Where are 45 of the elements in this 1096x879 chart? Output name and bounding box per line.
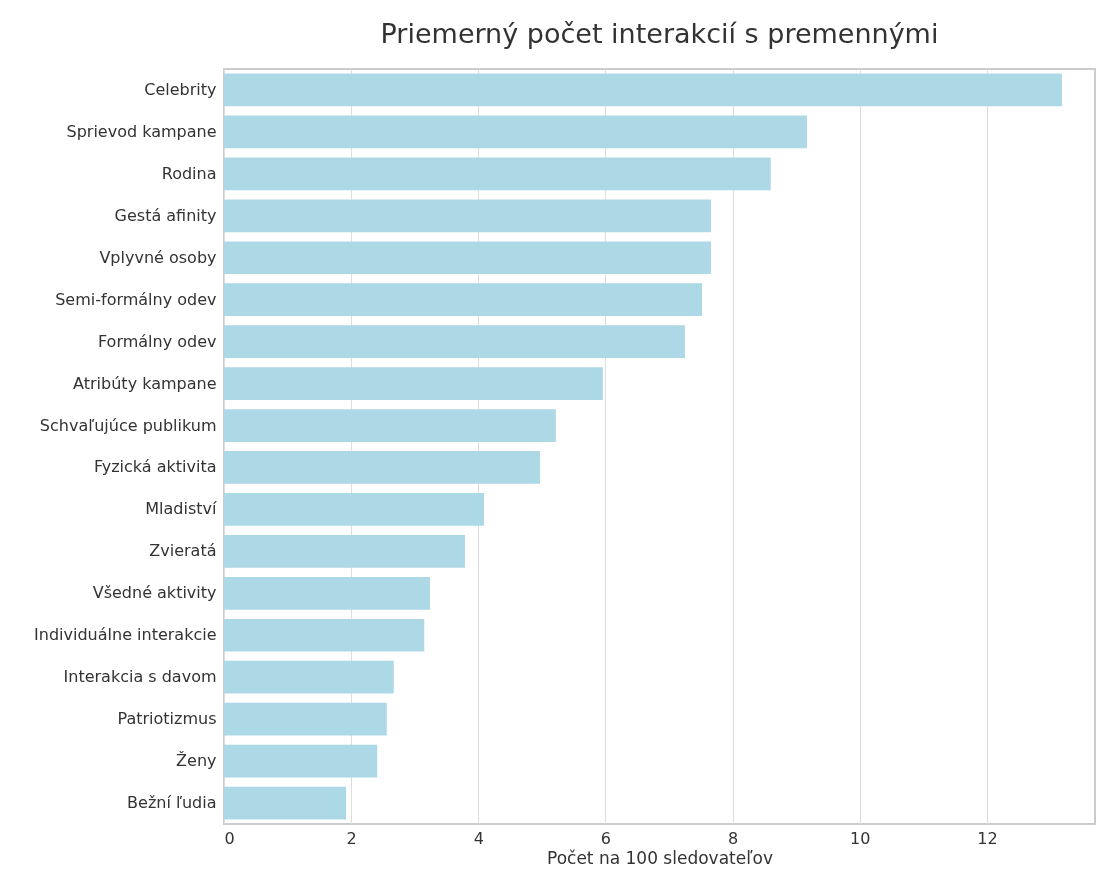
- y-tick-label: Atribúty kampane: [73, 373, 217, 393]
- y-tick-label: Ženy: [176, 751, 217, 771]
- y-tick-label: Patriotizmus: [117, 709, 217, 729]
- bar: [224, 702, 387, 736]
- bar: [224, 493, 485, 526]
- bar: [224, 241, 711, 275]
- bar: [224, 786, 347, 820]
- y-tick-label: Formálny odev: [97, 331, 217, 351]
- y-tick-label: Zvieratá: [149, 541, 217, 561]
- y-tick-label: Semi-formálny odev: [55, 289, 217, 309]
- x-tick-label: 2: [346, 828, 357, 848]
- x-tick-label: 0: [224, 828, 235, 848]
- y-tick-label: Schvaľujúce publikum: [39, 415, 217, 435]
- bar: [224, 660, 394, 694]
- bar: [224, 618, 425, 652]
- bar: [224, 451, 540, 484]
- x-tick-label: 4: [473, 828, 484, 848]
- bar: [224, 157, 771, 191]
- bar: [224, 73, 1062, 107]
- y-tick-label: Gestá afinity: [114, 205, 217, 225]
- bar: [224, 199, 711, 233]
- y-tick-label: Celebrity: [144, 79, 217, 99]
- y-tick-label: Vplyvné osoby: [99, 247, 217, 267]
- bar: [224, 576, 430, 610]
- y-tick-label: Mladiství: [145, 499, 218, 519]
- y-tick-label: Individuálne interakcie: [34, 625, 217, 645]
- chart-title: Priemerný počet interakcií s premennými: [380, 18, 939, 49]
- y-tick-label: Interakcia s davom: [63, 667, 217, 687]
- bar: [224, 325, 685, 358]
- bar: [224, 367, 603, 400]
- y-tick-label: Fyzická aktivita: [94, 457, 217, 477]
- x-tick-label: 6: [600, 828, 612, 848]
- y-tick-label: Rodina: [161, 163, 217, 183]
- bar: [224, 283, 703, 317]
- y-tick-label: Všedné aktivity: [92, 583, 217, 603]
- x-tick-label: 8: [728, 828, 739, 848]
- bar: [224, 535, 465, 568]
- x-tick-label: 10: [850, 828, 871, 848]
- y-tick-label: Bežní ľudia: [127, 793, 217, 813]
- x-axis-title: Počet na 100 sledovateľov: [546, 847, 774, 868]
- x-tick-label: 12: [977, 828, 998, 848]
- bar: [224, 744, 378, 778]
- bar: [224, 409, 556, 442]
- bar: [224, 115, 807, 149]
- y-tick-label: Sprievod kampane: [66, 121, 217, 141]
